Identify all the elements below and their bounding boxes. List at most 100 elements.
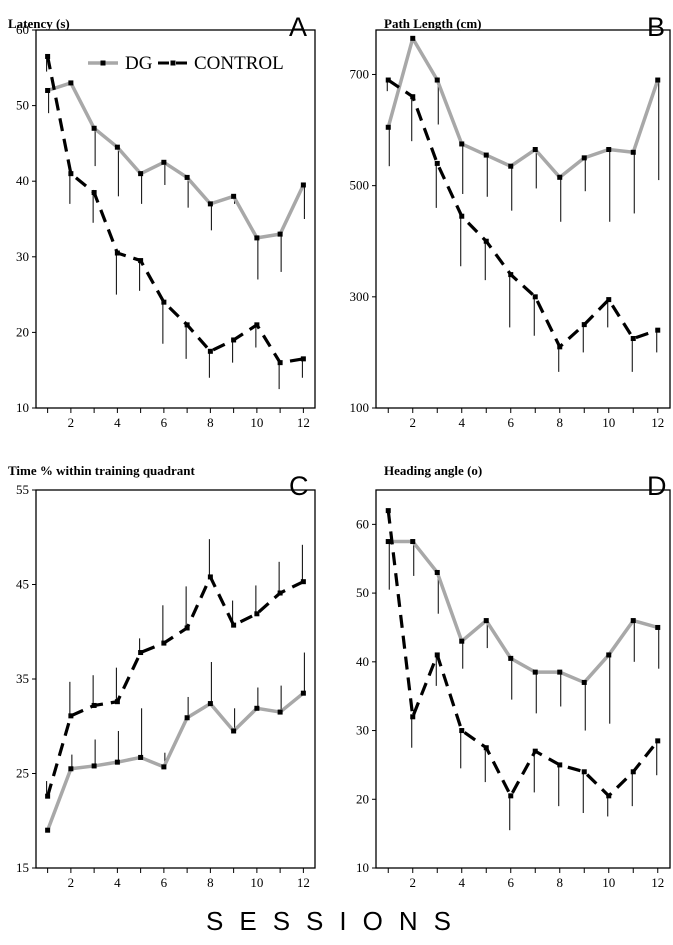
panel-c-xtick-label: 4: [114, 875, 121, 890]
panel-c-series-control-point: [91, 702, 97, 708]
panel-d-series-control-point: [459, 728, 465, 734]
panel-c-series-control-point: [254, 611, 260, 617]
panel-b-frame: [375, 29, 671, 409]
panel-d-ytick-label: 40: [356, 654, 369, 669]
panel-d-series-dg-point: [557, 669, 563, 675]
panel-d-xtick-label: 8: [557, 875, 564, 890]
panel-d-xtick-label: 12: [651, 875, 664, 890]
panel-c-series-control-point: [45, 793, 51, 799]
panel-b-xtick-label: 6: [508, 415, 515, 430]
panel-a-ytick-label: 30: [16, 249, 29, 264]
panel-c-series-dg-point: [138, 754, 144, 760]
panel-a: Latency (s) A 10 20 30 40 50 60 2 4 6 8 10 12 DG CONTRO…: [8, 12, 316, 430]
panel-b-series-dg-point: [655, 77, 661, 83]
panel-b-series-dg-point: [385, 124, 391, 130]
panel-b-series-dg-point: [532, 147, 538, 153]
legend-control-label: CONTROL: [194, 53, 284, 74]
panel-c-series-dg-point: [68, 766, 74, 772]
panel-d-ytick-label: 10: [356, 860, 369, 875]
panel-b-series-control-point: [557, 344, 563, 350]
panel-d-series-dg-point: [606, 652, 612, 658]
panel-b: Path Length (cm) B 100 300 500 700 2 4 6 8 10 12: [350, 12, 671, 430]
panel-a-series-dg-point: [277, 231, 283, 237]
panel-a-series-control-point: [277, 360, 283, 366]
panel-d-series-control-point: [606, 793, 612, 799]
panel-b-series-dg-point: [459, 141, 465, 147]
panel-b-series-control-point: [434, 160, 440, 166]
panel-c-ytick-label: 45: [16, 577, 29, 592]
panel-c-series-dg-point: [161, 764, 167, 770]
panel-a-series-dg-point: [45, 87, 51, 93]
panel-b-series-control-point: [459, 213, 465, 219]
panel-a-series-dg-point: [254, 235, 260, 241]
panel-d-series-dg-point: [630, 618, 636, 624]
panel-a-xtick-label: 12: [297, 415, 310, 430]
panel-b-ytick-label: 700: [350, 66, 370, 81]
panel-d-series-control-point: [630, 769, 636, 775]
panel-c-series-dg-point: [114, 759, 120, 765]
panel-b-xtick-label: 12: [651, 415, 664, 430]
panel-b-series-control-point: [483, 238, 489, 244]
panel-c-ytick-label: 55: [16, 482, 29, 497]
panel-c-series-dg-point: [300, 690, 306, 696]
panel-a-ytick-label: 10: [16, 400, 29, 415]
panel-c-series-dg-line: [45, 691, 305, 831]
panel-c-frame: [35, 489, 316, 869]
panel-b-series-control: [385, 77, 661, 372]
panel-d-xtick-label: 10: [602, 875, 615, 890]
panel-b-series-control-point: [532, 294, 538, 300]
panel-a-series-dg-point: [300, 182, 306, 188]
panel-d-series-control-point: [385, 508, 391, 514]
panel-c-ytick-label: 35: [16, 671, 29, 686]
panel-d-series-dg-point: [483, 618, 489, 624]
panel-d-series-control-point: [410, 714, 416, 720]
panel-b-series-dg-point: [581, 155, 587, 161]
panel-d-letter: D: [647, 471, 667, 501]
panel-a-series-dg-point: [184, 174, 190, 180]
panel-b-xtick-label: 4: [459, 415, 466, 430]
panel-d-series-control-line: [386, 510, 660, 798]
panel-c-xtick-label: 12: [297, 875, 310, 890]
panel-b-ytick-label: 300: [350, 289, 370, 304]
panel-d-series-dg-point: [532, 669, 538, 675]
panel-a-ytick-label: 20: [16, 324, 29, 339]
panel-c-series-dg-point: [184, 715, 190, 721]
panel-c-series-control-point: [161, 640, 167, 646]
panel-a-series-control-point: [138, 258, 144, 264]
panel-d-series-control-point: [557, 762, 563, 768]
panel-d-xtick-label: 4: [459, 875, 466, 890]
panel-b-series-control-point: [655, 327, 661, 333]
panel-a-xtick-label: 10: [250, 415, 263, 430]
panel-c-ytick-label: 15: [16, 860, 29, 875]
panel-d-frame: [375, 489, 671, 869]
panel-b-series-dg-point: [557, 174, 563, 180]
panel-d-series-dg-point: [655, 624, 661, 630]
panel-c-series-control-point: [138, 650, 144, 656]
panel-a-series-control-point: [45, 53, 51, 59]
panel-a-series-control-point: [161, 299, 167, 305]
panel-d-series-dg-point: [410, 539, 416, 545]
panel-a-series-control-point: [184, 322, 190, 328]
panel-b-series-control-point: [630, 336, 636, 342]
panel-c-series-dg-point: [231, 728, 237, 734]
panel-c-xtick-label: 2: [68, 875, 75, 890]
panel-a-title: Latency (s): [8, 16, 70, 31]
panel-a-series-dg-point: [161, 159, 167, 165]
panel-a-series-dg-point: [68, 80, 74, 86]
panel-d-series-dg-point: [508, 655, 514, 661]
legend-dg-label: DG: [125, 53, 153, 74]
panel-d: Heading angle (o) D 10 20 30 40 50 60 2 4 6 8 10 12: [356, 463, 671, 890]
panel-d-series-control-point: [434, 652, 440, 658]
panel-d-series-dg-point: [385, 539, 391, 545]
panel-a-series-dg-point: [207, 201, 213, 207]
panel-b-series-control-point: [581, 322, 587, 328]
panel-b-series-dg-point: [630, 149, 636, 155]
panel-d-series-dg-point: [434, 569, 440, 575]
panel-b-letter: B: [647, 12, 665, 42]
panel-b-ytick-label: 500: [350, 178, 370, 193]
panel-c-series-control-point: [207, 574, 213, 580]
panel-b-series-dg-point: [410, 35, 416, 41]
panel-a-series-control-line: [46, 56, 304, 365]
panel-c-series-dg-point: [91, 763, 97, 769]
